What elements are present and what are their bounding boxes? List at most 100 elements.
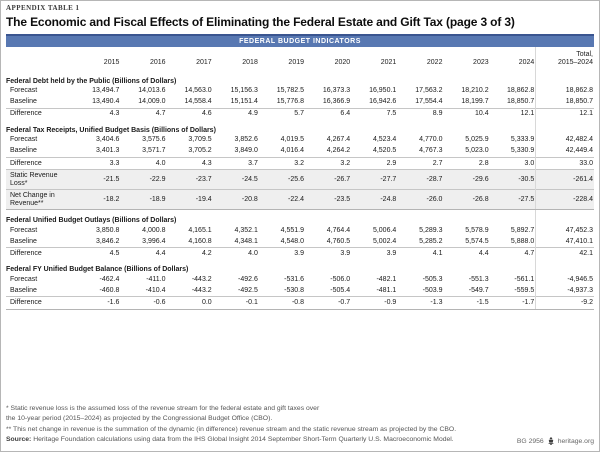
value-cell: -443.2: [191, 275, 212, 283]
value-cell: 3,401.3: [96, 147, 120, 155]
value-cell: 2.9: [351, 157, 398, 170]
total-cell: 42,449.4: [535, 145, 594, 158]
value-cell: -0.7: [305, 296, 352, 310]
table-row: Baseline 3,846.2 3,996.4 4,160.8 4,348.1 4,54…: [6, 236, 594, 248]
source-row: Source: Heritage Foundation calculations…: [6, 435, 594, 445]
total-cell: 18,862.8: [535, 85, 594, 97]
total-column-header: Total, 2015–2024: [535, 47, 594, 71]
value-cell: 14,009.0: [138, 98, 166, 106]
value-cell: -27.7: [351, 169, 398, 190]
value-cell: 5,006.4: [372, 226, 397, 234]
value-cell: 4,000.8: [142, 226, 166, 234]
value-cell: -531.6: [284, 275, 304, 283]
value-cell: 3.2: [305, 157, 352, 170]
value-cell: -561.1: [514, 275, 535, 283]
row-label: Forecast: [10, 226, 38, 234]
value-cell: 12.1: [489, 107, 536, 120]
value-cell: 16,366.9: [322, 98, 351, 106]
total-column-spacer: [535, 119, 594, 135]
value-cell: -1.7: [489, 296, 536, 310]
value-cell: -24.8: [351, 189, 398, 211]
row-label: Static Revenue Loss*: [6, 169, 75, 190]
value-cell: -18.9: [120, 189, 167, 211]
value-cell: -24.5: [212, 169, 259, 190]
value-cell: -0.6: [120, 296, 167, 310]
row-label: Baseline: [10, 237, 37, 245]
value-cell: 4.0: [212, 247, 259, 260]
value-cell: 4.1: [397, 247, 444, 260]
value-cell: 2.7: [397, 157, 444, 170]
row-label: Baseline: [10, 286, 37, 294]
row-label: Net Change in Revenue**: [6, 189, 75, 211]
value-cell: 3,404.6: [96, 136, 120, 144]
value-cell: 4.7: [489, 247, 536, 260]
value-cell: 14,563.0: [184, 87, 212, 95]
value-cell: 4.4: [443, 247, 490, 260]
value-cell: -506.0: [330, 275, 351, 283]
value-cell: -505.3: [422, 275, 443, 283]
footnote-static-loss-line1: * Static revenue loss is the assumed los…: [6, 405, 320, 413]
value-cell: -551.3: [468, 275, 489, 283]
value-cell: 3,996.4: [142, 237, 166, 245]
value-cell: 3.9: [351, 247, 398, 260]
value-cell: -481.1: [376, 286, 397, 294]
table-row: Difference -1.6 -0.6 0.0 -0.1 -0.8 -0.7 -0.9 -1.…: [6, 296, 594, 310]
year-column-header: 2015: [103, 59, 120, 67]
value-cell: 4.5: [74, 247, 121, 260]
value-cell: 3.0: [489, 157, 536, 170]
value-cell: -530.8: [284, 286, 304, 294]
value-cell: 4,770.0: [419, 136, 443, 144]
document-footer: BG 2956 heritage.org: [517, 437, 594, 445]
value-cell: -1.6: [74, 296, 121, 310]
value-cell: 3.3: [74, 157, 121, 170]
row-label: Difference: [6, 157, 75, 170]
value-cell: 8.9: [397, 107, 444, 120]
row-label: Difference: [6, 296, 75, 310]
value-cell: 16,950.1: [369, 87, 397, 95]
value-cell: -503.9: [422, 286, 443, 294]
value-cell: -482.1: [376, 275, 397, 283]
value-cell: 4.6: [166, 107, 213, 120]
value-cell: -30.5: [489, 169, 536, 190]
value-cell: 18,850.7: [507, 98, 535, 106]
value-cell: 4,019.5: [280, 136, 304, 144]
value-cell: 5,574.5: [465, 237, 489, 245]
total-cell: -4,937.3: [535, 285, 594, 297]
value-cell: -0.8: [258, 296, 305, 310]
value-cell: -505.4: [330, 286, 351, 294]
year-column-header: 2024: [518, 59, 535, 67]
value-cell: -559.5: [514, 286, 535, 294]
source-label: Source:: [6, 435, 32, 443]
value-cell: 3,849.0: [234, 147, 258, 155]
section-header-row: Federal Tax Receipts, Unified Budget Bas…: [6, 119, 594, 135]
row-label: Forecast: [10, 87, 38, 95]
value-cell: 4,767.3: [419, 147, 443, 155]
value-cell: 14,558.4: [184, 98, 212, 106]
value-cell: 3,705.2: [188, 147, 212, 155]
value-cell: 14,013.6: [138, 87, 166, 95]
value-cell: 3,850.8: [96, 226, 120, 234]
value-cell: 5,330.9: [510, 147, 535, 155]
value-cell: 10.4: [443, 107, 490, 120]
value-cell: 13,494.7: [92, 87, 120, 95]
value-cell: -549.7: [468, 286, 489, 294]
value-cell: -27.5: [489, 189, 536, 211]
page-title: The Economic and Fiscal Effects of Elimi…: [6, 15, 515, 29]
value-cell: -26.0: [397, 189, 444, 211]
value-cell: 5,888.0: [510, 237, 535, 245]
value-cell: 4.0: [120, 157, 167, 170]
table-row: Baseline 13,490.4 14,009.0 14,558.4 15,151.4…: [6, 96, 594, 109]
value-cell: -28.7: [397, 169, 444, 190]
value-cell: 4,548.0: [280, 237, 304, 245]
value-cell: 3.9: [258, 247, 305, 260]
table-banner: FEDERAL BUDGET INDICATORS: [6, 34, 594, 47]
value-cell: 3.7: [212, 157, 259, 170]
heritage-logo-icon: [547, 437, 555, 445]
year-column-header: 2020: [334, 59, 351, 67]
section-header-row: Federal FY Unified Budget Balance (Billi…: [6, 259, 594, 275]
value-cell: 15,151.4: [230, 98, 258, 106]
value-cell: 18,862.8: [507, 87, 535, 95]
value-cell: 4.9: [212, 107, 259, 120]
value-cell: 5,025.9: [465, 136, 489, 144]
